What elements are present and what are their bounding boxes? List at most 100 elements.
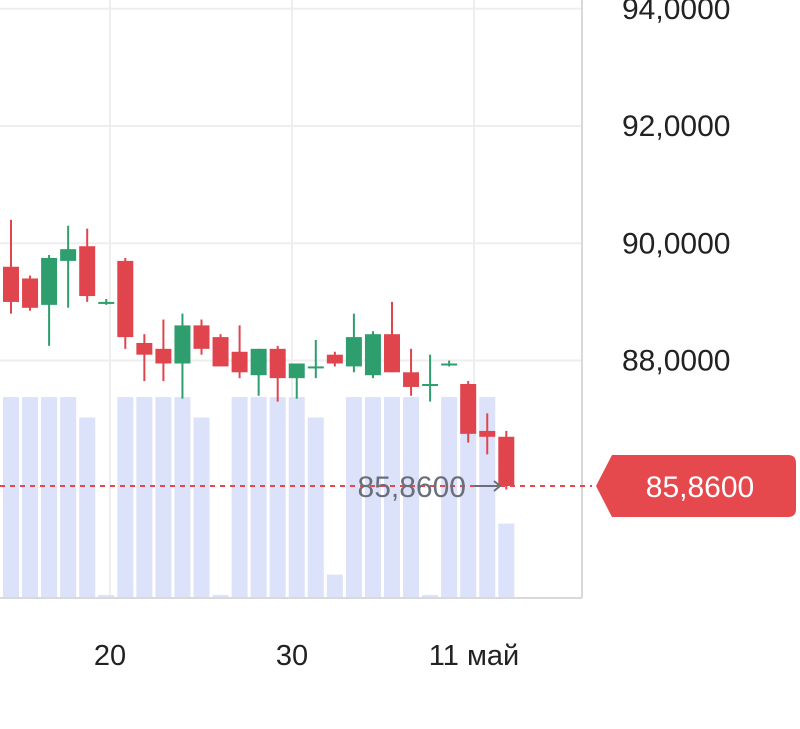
candle — [41, 255, 58, 346]
last-price-badge — [596, 455, 796, 518]
y-tick-label: 94,0000 — [622, 0, 730, 26]
candle-body — [98, 301, 115, 304]
candle — [174, 313, 191, 399]
candle — [384, 301, 400, 373]
volume-bar — [403, 397, 420, 597]
volume-bar — [384, 397, 400, 597]
candle — [98, 299, 115, 305]
candle — [212, 334, 229, 367]
candle-body — [3, 266, 19, 302]
volume-bar — [288, 397, 305, 597]
candle-body — [155, 348, 172, 364]
candle-body — [79, 246, 96, 297]
candle-body — [22, 278, 39, 308]
volume-bar — [345, 397, 362, 597]
volume-bar — [193, 417, 210, 597]
candle-body — [231, 351, 248, 373]
volume-bar — [364, 397, 381, 597]
volume-bar — [98, 594, 115, 597]
candle-body — [460, 384, 477, 434]
candle-body — [117, 260, 134, 338]
x-tick-label: 30 — [276, 640, 308, 672]
volume-bar — [136, 397, 153, 597]
candle-body — [422, 384, 439, 387]
candle-body — [136, 342, 153, 355]
volume-bar — [22, 397, 39, 597]
volume-bar — [41, 397, 58, 597]
candle-body — [498, 436, 515, 487]
volume-bar — [326, 574, 343, 597]
candle — [155, 319, 172, 382]
candle-body — [441, 363, 458, 366]
candle — [460, 381, 477, 443]
volume-bar — [3, 397, 19, 597]
volume-bar — [307, 417, 324, 597]
candle-body — [384, 334, 400, 373]
volume-bar — [460, 397, 477, 597]
candle — [79, 228, 96, 302]
candle — [3, 219, 19, 314]
volume-bar — [60, 397, 77, 597]
last-price-marker: 85,8600 85,8600 — [0, 455, 796, 518]
candle — [326, 351, 343, 367]
volume-bar — [269, 397, 286, 597]
volume-bar — [155, 397, 172, 597]
grid — [0, 0, 582, 598]
volume-bar — [212, 594, 229, 597]
volume-bar — [117, 397, 134, 597]
volume-bar — [250, 397, 267, 597]
axes — [0, 0, 583, 599]
candle — [403, 348, 420, 396]
y-tick-label: 88,0000 — [622, 345, 730, 378]
candle — [250, 348, 267, 396]
candle — [288, 363, 305, 399]
candle — [117, 257, 134, 349]
x-tick-label: 11 май — [429, 640, 519, 672]
candle — [231, 325, 248, 379]
candle — [193, 319, 210, 355]
y-tick-label: 92,0000 — [622, 110, 730, 143]
y-tick-label: 90,0000 — [622, 227, 730, 260]
volume-bar — [174, 397, 191, 597]
volume-bar — [231, 397, 248, 597]
candle-body — [307, 366, 324, 369]
candle-body — [250, 348, 267, 376]
candle — [60, 225, 77, 308]
y-axis-ticks: 94,0000 92,0000 90,0000 88,0000 — [622, 0, 730, 378]
candle — [22, 275, 39, 311]
candle — [441, 360, 458, 367]
volume-bars — [3, 397, 515, 597]
candle-body — [212, 337, 229, 367]
volume-bar — [441, 397, 458, 597]
candle-body — [364, 334, 381, 376]
candle-body — [288, 363, 305, 379]
candle — [269, 345, 286, 402]
candle-body — [193, 325, 210, 349]
candle-body — [174, 325, 191, 364]
volume-bar — [479, 397, 496, 597]
volume-bar — [422, 594, 439, 597]
x-axis-ticks: 20 30 11 май — [94, 640, 519, 672]
candle — [479, 413, 496, 455]
candle-body — [269, 348, 286, 379]
candle-body — [345, 337, 362, 367]
candles — [3, 219, 515, 490]
candle-body — [403, 372, 420, 387]
volume-bar — [498, 523, 515, 597]
volume-bar — [79, 417, 96, 597]
candle-body — [326, 354, 343, 364]
candle-body — [60, 249, 77, 261]
candle — [364, 331, 381, 379]
last-price-label: 85,8600 — [358, 471, 466, 504]
candle — [498, 430, 515, 490]
candle — [307, 340, 324, 379]
candle — [136, 334, 153, 382]
candle-body — [41, 257, 58, 305]
candle — [345, 313, 362, 373]
x-tick-label: 20 — [94, 640, 126, 672]
candle — [422, 354, 439, 402]
candle-body — [479, 430, 496, 437]
last-price-arrow-icon — [474, 480, 502, 492]
last-price-badge-text: 85,8600 — [646, 471, 754, 504]
